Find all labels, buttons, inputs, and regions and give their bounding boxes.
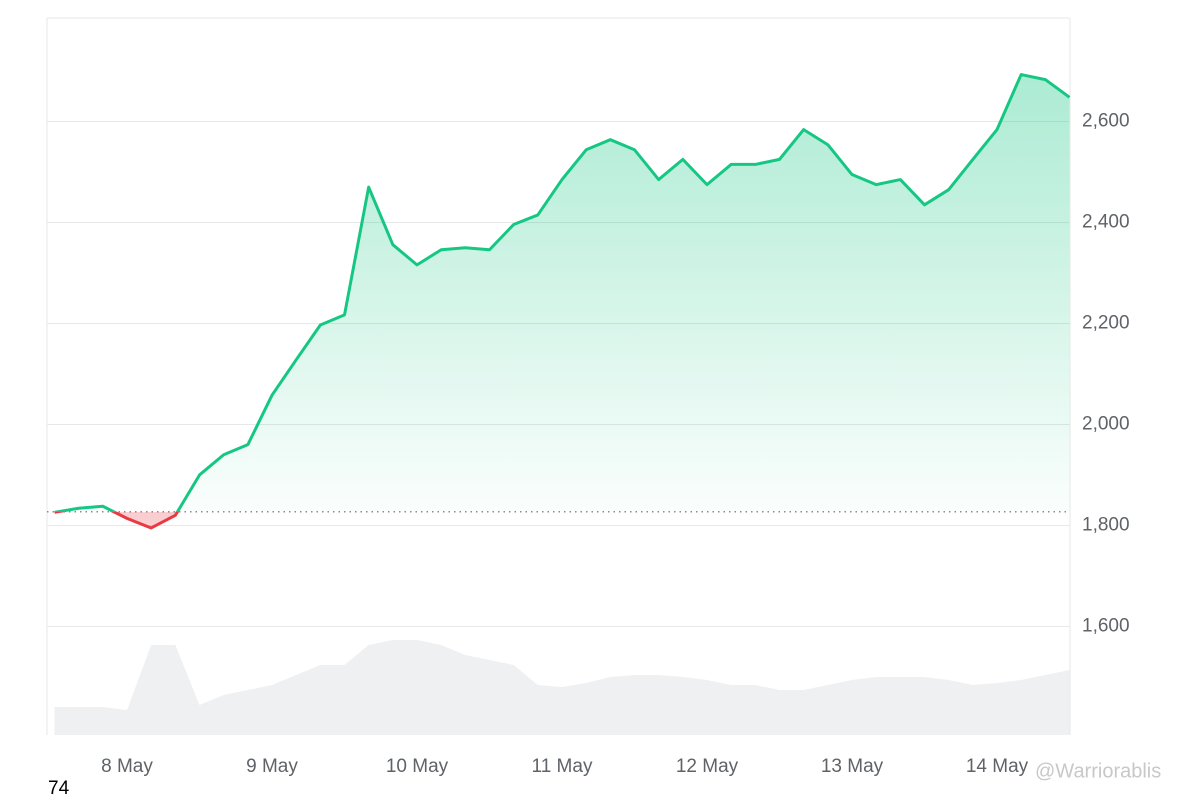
x-tick-label: 8 May [101, 756, 153, 777]
x-tick-label: 14 May [966, 756, 1029, 777]
x-tick-label: 11 May [532, 756, 593, 777]
watermark: @Warriorablis [1035, 760, 1161, 782]
x-tick-label: 12 May [676, 756, 739, 777]
price-line [54, 73, 1071, 530]
x-tick-label: 10 May [386, 756, 449, 777]
annotation: 74 [48, 778, 70, 799]
y-tick-label: 1,600 [1082, 615, 1130, 636]
y-tick-label: 1,800 [1082, 514, 1130, 535]
x-tick-label: 13 May [821, 756, 884, 777]
y-tick-label: 2,400 [1082, 212, 1130, 233]
y-tick-label: 2,000 [1082, 413, 1130, 434]
price-area [54, 74, 1070, 528]
y-tick-label: 2,200 [1082, 312, 1130, 333]
y-tick-label: 2,600 [1082, 111, 1130, 132]
x-tick-label: 9 May [246, 756, 298, 777]
volume-area [54, 640, 1070, 735]
